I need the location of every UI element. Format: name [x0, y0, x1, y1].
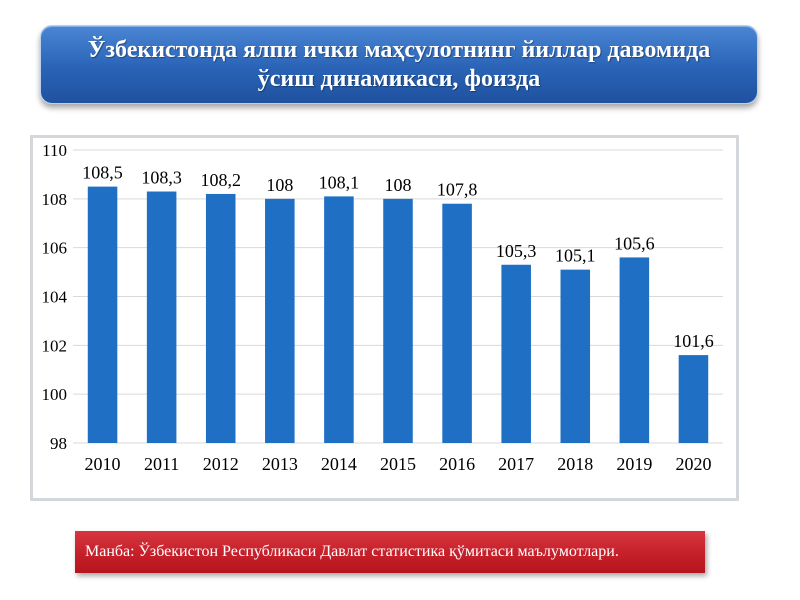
data-label: 105,6: [614, 233, 655, 253]
bar: [87, 186, 118, 443]
y-tick-label: 106: [42, 239, 68, 258]
x-tick-label: 2014: [321, 454, 357, 474]
y-tick-label: 108: [42, 190, 68, 209]
bar: [501, 264, 531, 443]
bar: [619, 257, 650, 443]
y-tick-label: 102: [42, 336, 68, 355]
x-tick-label: 2019: [616, 454, 652, 474]
data-label: 101,6: [673, 331, 714, 351]
data-label: 108: [385, 175, 412, 195]
x-tick-label: 2012: [203, 454, 239, 474]
x-tick-label: 2015: [380, 454, 416, 474]
y-tick-label: 98: [50, 434, 67, 453]
x-tick-label: 2020: [675, 454, 711, 474]
bar: [678, 355, 709, 443]
bar: [560, 269, 591, 443]
source-text: Манба: Ўзбекистон Республикаси Давлат ст…: [85, 543, 619, 560]
bar: [442, 203, 472, 443]
data-label: 108,2: [200, 170, 241, 190]
x-tick-label: 2010: [85, 454, 121, 474]
bar: [265, 198, 295, 443]
chart-frame: 98 100 102 104 106 108 110 108,5 2010 108,3 2011 10…: [30, 135, 739, 501]
bar: [146, 191, 177, 443]
data-label: 105,3: [496, 241, 537, 261]
data-label: 108,1: [319, 172, 360, 192]
x-tick-label: 2016: [439, 454, 475, 474]
bar-chart: 98 100 102 104 106 108 110 108,5 2010 108,3 2011 10…: [42, 141, 723, 474]
y-tick-label: 100: [42, 385, 68, 404]
data-label: 108,3: [141, 168, 182, 188]
x-tick-label: 2018: [557, 454, 593, 474]
data-label: 107,8: [437, 180, 478, 200]
x-tick-label: 2011: [144, 454, 179, 474]
y-tick-label: 110: [42, 141, 67, 160]
title-line-1: Ўзбекистонда ялпи ички маҳсулотнинг йилл…: [87, 36, 711, 63]
x-tick-label: 2013: [262, 454, 298, 474]
bar: [383, 198, 413, 443]
source-banner: Манба: Ўзбекистон Республикаси Давлат ст…: [75, 531, 705, 573]
data-label: 108,5: [82, 163, 123, 183]
bar: [205, 193, 236, 443]
title-banner: Ўзбекистонда ялпи ички маҳсулотнинг йилл…: [40, 25, 758, 104]
data-label: 105,1: [555, 246, 596, 266]
title-line-2: ўсиш динамикаси, фоизда: [257, 65, 541, 92]
y-tick-label: 104: [42, 288, 68, 307]
data-label: 108: [266, 175, 293, 195]
x-tick-label: 2017: [498, 454, 534, 474]
bar: [324, 196, 354, 443]
